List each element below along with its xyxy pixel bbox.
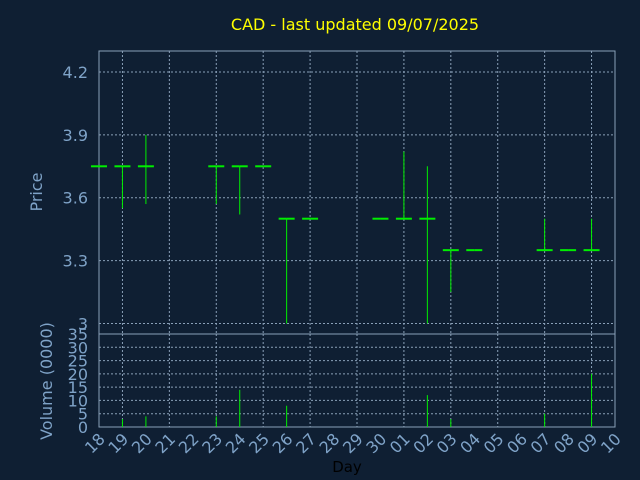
volume-gridlines	[99, 334, 615, 427]
ohlc-bar	[442, 249, 459, 293]
ohlc-bar	[278, 217, 295, 324]
price-tick-label: 3.3	[63, 252, 88, 271]
volume-tick-label: 0	[78, 418, 88, 437]
day-axis-ticks: 1819202122232425262728293001020304050607…	[81, 429, 625, 457]
ohlc-bar	[114, 165, 131, 209]
price-tick-label: 3.6	[63, 189, 88, 208]
day-axis-label: Day	[332, 458, 362, 476]
volume-tick-label: 25	[68, 352, 88, 371]
price-tick-label: 4.2	[63, 63, 88, 82]
volume-bar-series	[121, 373, 593, 427]
ohlc-bar	[137, 134, 154, 205]
price-tick-label: 3	[78, 315, 88, 334]
ohlc-bar	[536, 218, 553, 252]
ohlc-bar	[395, 151, 412, 220]
price-tick-label: 3.9	[63, 126, 88, 145]
volume-axis-label: Volume (0000)	[37, 322, 56, 440]
price-axis-label: Price	[27, 172, 46, 211]
volume-tick-label: 5	[78, 405, 88, 424]
price-ohlc-series	[91, 134, 600, 324]
ohlc-bar	[583, 218, 600, 252]
ohlc-bar	[208, 165, 225, 205]
volume-tick-label: 20	[68, 365, 88, 384]
ohlc-bar	[419, 166, 436, 324]
volume-tick-label: 10	[68, 391, 88, 410]
volume-tick-label: 35	[68, 325, 88, 344]
price-axis-ticks: 3 3.3 3.6 3.9 4.2	[63, 63, 88, 334]
volume-tick-label: 30	[68, 338, 88, 357]
volume-tick-label: 15	[68, 378, 88, 397]
ohlc-bar	[231, 165, 248, 215]
chart-title: CAD - last updated 09/07/2025	[231, 15, 479, 34]
volume-panel-frame	[98, 333, 616, 428]
